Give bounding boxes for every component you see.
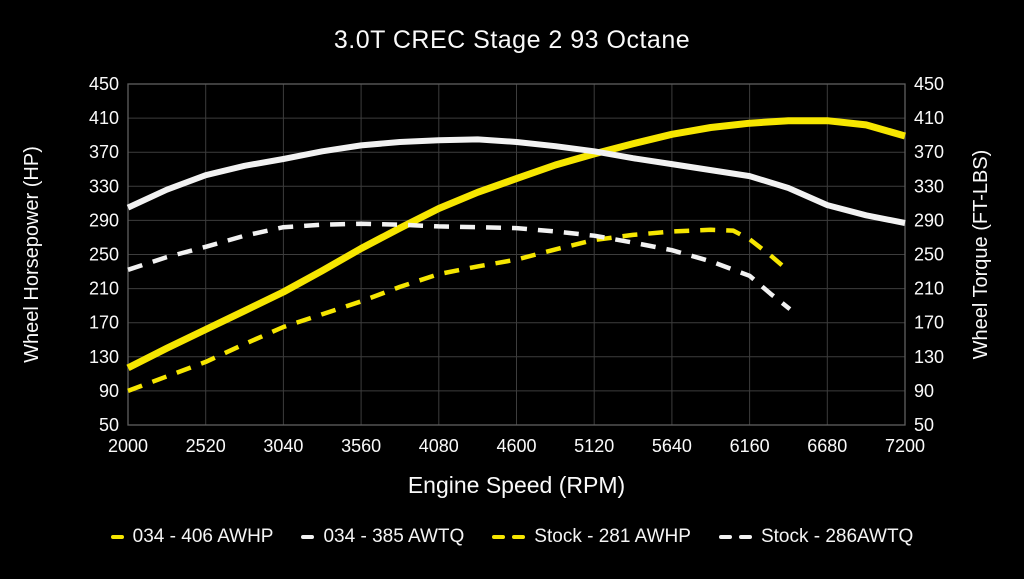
svg-text:250: 250 [89,245,119,265]
svg-text:5640: 5640 [652,436,692,456]
svg-text:50: 50 [99,415,119,435]
svg-text:4600: 4600 [496,436,536,456]
svg-text:250: 250 [914,245,944,265]
svg-text:210: 210 [914,279,944,299]
svg-text:170: 170 [914,313,944,333]
svg-text:290: 290 [89,210,119,230]
legend-item-stock-awtq: Stock - 286AWTQ [718,526,914,548]
svg-text:370: 370 [914,142,944,162]
svg-text:330: 330 [914,176,944,196]
svg-text:210: 210 [89,279,119,299]
svg-text:90: 90 [99,381,119,401]
svg-text:50: 50 [914,415,934,435]
svg-text:Wheel Torque (FT-LBS): Wheel Torque (FT-LBS) [970,150,992,360]
svg-text:410: 410 [89,108,119,128]
legend-item-034-awhp: 034 - 406 AWHP [110,526,274,548]
dashed-yellow-line-icon [492,535,526,539]
svg-text:130: 130 [914,347,944,367]
legend-label: 034 - 406 AWHP [132,526,274,547]
svg-text:2520: 2520 [186,436,226,456]
chart-title: 3.0T CREC Stage 2 93 Octane [333,26,691,54]
legend-item-034-awtq: 034 - 385 AWTQ [301,526,464,548]
svg-text:Engine Speed (RPM): Engine Speed (RPM) [408,472,625,498]
svg-text:330: 330 [89,176,119,196]
chart-legend: 034 - 406 AWHP 034 - 385 AWTQ Stock - 28… [0,526,1024,548]
svg-text:3040: 3040 [263,436,303,456]
svg-text:2000: 2000 [108,436,148,456]
svg-text:4080: 4080 [419,436,459,456]
svg-text:Wheel Horsepower (HP): Wheel Horsepower (HP) [21,146,43,363]
svg-text:170: 170 [89,313,119,333]
svg-text:5120: 5120 [574,436,614,456]
svg-text:6680: 6680 [807,436,847,456]
svg-text:450: 450 [914,74,944,94]
legend-item-stock-awhp: Stock - 281 AWHP [492,526,691,548]
svg-text:7200: 7200 [885,436,925,456]
legend-label: Stock - 286AWTQ [760,526,914,547]
dashed-white-line-icon [718,535,752,539]
svg-text:6160: 6160 [730,436,770,456]
svg-text:90: 90 [914,381,934,401]
solid-yellow-line-icon [110,535,124,539]
svg-text:130: 130 [89,347,119,367]
svg-text:450: 450 [89,74,119,94]
solid-white-line-icon [301,535,315,539]
svg-text:370: 370 [89,142,119,162]
svg-text:410: 410 [914,108,944,128]
svg-text:290: 290 [914,210,944,230]
legend-label: Stock - 281 AWHP [534,526,691,547]
svg-text:3560: 3560 [341,436,381,456]
legend-label: 034 - 385 AWTQ [323,526,465,547]
